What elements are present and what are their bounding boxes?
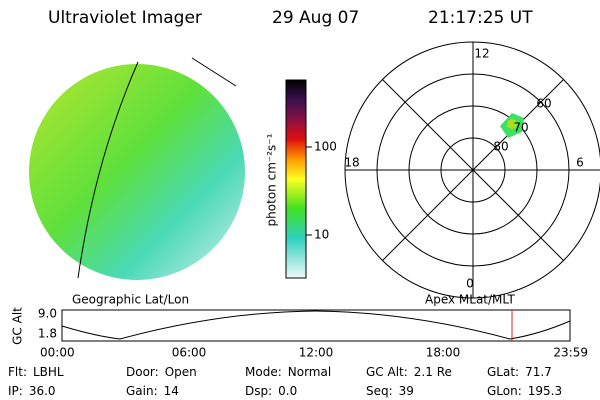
- info-field: Mode: Normal: [245, 365, 331, 379]
- info-label: Flt:: [8, 365, 27, 379]
- date: 29 Aug 07: [272, 8, 359, 28]
- info-field: GLat: 71.7: [487, 365, 552, 379]
- colorbar-label: photon cm⁻²s⁻¹: [265, 133, 279, 226]
- colorbar: [285, 79, 307, 279]
- caption: Geographic Lat/Lon: [72, 293, 189, 307]
- colorbar-tick-label: 100: [314, 140, 337, 154]
- info-field: Flt: LBHL: [8, 365, 64, 379]
- ring-label: 80: [493, 140, 508, 154]
- mlt-label: 6: [576, 156, 584, 170]
- info-label: GLat:: [487, 365, 519, 379]
- info-value: 0.0: [278, 384, 297, 398]
- altitude-curve: [61, 310, 571, 340]
- ring-label: 60: [536, 97, 551, 111]
- plot-axis-label: GC Alt: [11, 307, 25, 345]
- info-field: Dsp: 0.0: [245, 384, 297, 398]
- info-field: IP: 36.0: [8, 384, 56, 398]
- y-tick-label: 9.0: [38, 307, 57, 321]
- info-value: 39: [399, 384, 414, 398]
- info-field: Gain: 14: [126, 384, 179, 398]
- info-value: 14: [164, 384, 179, 398]
- mlt-label: 0: [466, 277, 474, 291]
- info-field: GC Alt: 2.1 Re: [366, 365, 452, 379]
- orbit-line: [191, 57, 237, 87]
- mlt-label: 12: [474, 47, 489, 61]
- info-label: Mode:: [245, 365, 282, 379]
- time: 21:17:25 UT: [428, 8, 533, 28]
- info-value: 195.3: [528, 384, 562, 398]
- info-field: GLon: 195.3: [487, 384, 562, 398]
- info-field: Door: Open: [126, 365, 197, 379]
- info-label: Dsp:: [245, 384, 272, 398]
- info-label: Seq:: [366, 384, 393, 398]
- polar-grid: [344, 41, 600, 299]
- info-label: Door:: [126, 365, 159, 379]
- info-label: Gain:: [126, 384, 158, 398]
- info-field: Seq: 39: [366, 384, 414, 398]
- info-label: GC Alt:: [366, 365, 408, 379]
- colorbar-tick-label: 10: [314, 228, 329, 242]
- title: Ultraviolet Imager: [48, 8, 202, 28]
- y-tick-label: 1.8: [38, 327, 57, 341]
- info-label: GLon:: [487, 384, 522, 398]
- aurora-core: [507, 119, 517, 129]
- x-tick-label: 00:00: [40, 346, 75, 360]
- info-value: 71.7: [525, 365, 552, 379]
- x-tick-label: 12:00: [299, 346, 334, 360]
- globe-image: [29, 64, 245, 280]
- terminator-line: [77, 61, 139, 279]
- x-tick-label: 23:59: [553, 346, 588, 360]
- x-tick-label: 18:00: [426, 346, 461, 360]
- caption: Apex MLat/MLT: [425, 293, 515, 307]
- ring-label: 70: [513, 121, 528, 135]
- info-label: IP:: [8, 384, 23, 398]
- info-value: Open: [165, 365, 197, 379]
- altitude-plot-frame: [61, 309, 571, 342]
- x-tick-label: 06:00: [172, 346, 207, 360]
- info-value: LBHL: [33, 365, 64, 379]
- info-value: Normal: [288, 365, 331, 379]
- mlt-label: 18: [344, 156, 359, 170]
- info-value: 36.0: [29, 384, 56, 398]
- info-value: 2.1 Re: [414, 365, 452, 379]
